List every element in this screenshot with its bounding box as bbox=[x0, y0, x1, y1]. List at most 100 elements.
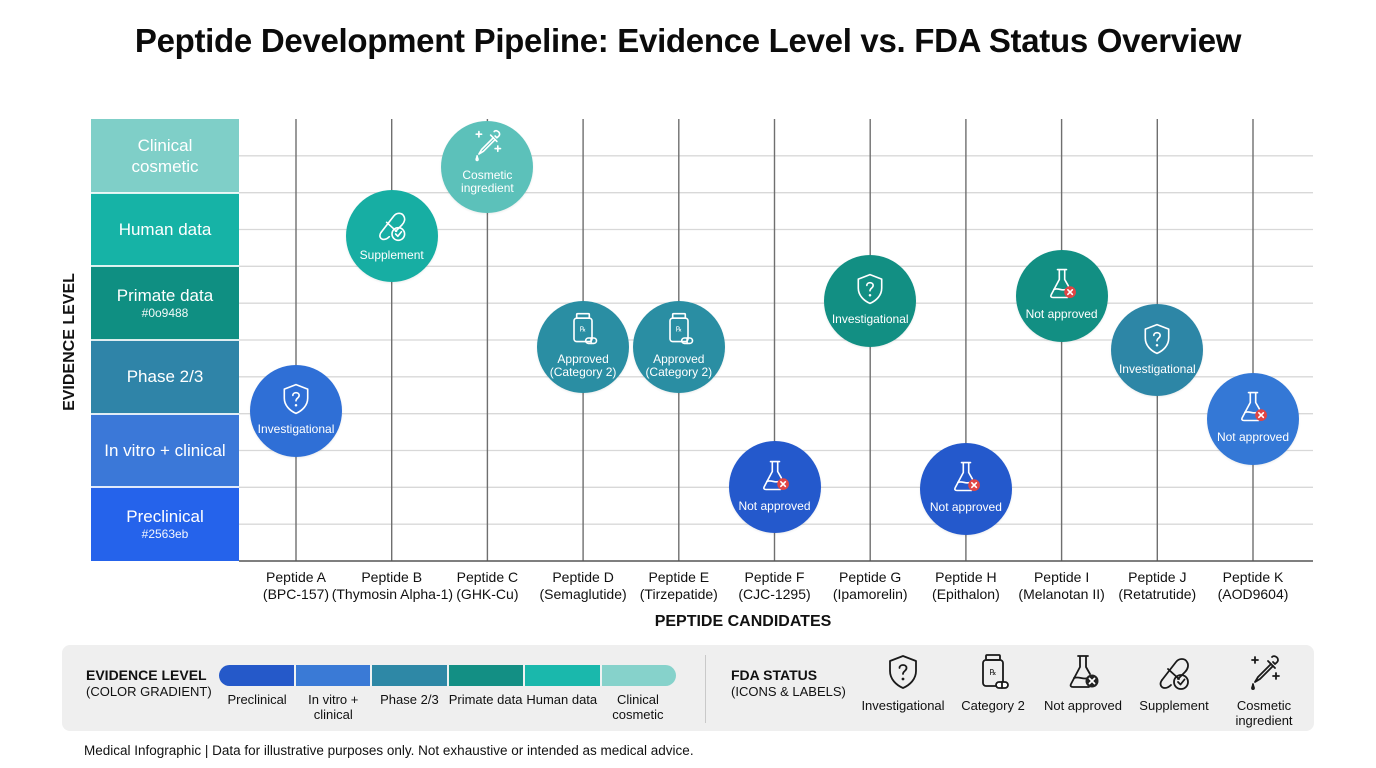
evidence-band-hex: #0o9488 bbox=[141, 306, 189, 321]
peptide-compound: (GHK-Cu) bbox=[456, 586, 519, 602]
evidence-band-in-vitro-clinical: In vitro + clinical bbox=[91, 413, 239, 488]
gradient-label: Phase 2/3 bbox=[380, 692, 439, 707]
svg-text:℞: ℞ bbox=[676, 325, 682, 334]
status-bubble-peptide-c: Cosmetic ingredient bbox=[441, 120, 534, 213]
x-tick-label: Peptide I (Melanotan II) bbox=[1002, 569, 1122, 603]
evidence-band-label: Primate data bbox=[116, 286, 214, 306]
shield-question-icon bbox=[278, 384, 314, 423]
fda-legend-label: Supplement bbox=[1139, 698, 1209, 713]
peptide-name: Peptide C bbox=[456, 569, 519, 585]
fda-legend-subtitle: (ICONS & LABELS) bbox=[731, 684, 846, 699]
band-separator bbox=[91, 265, 239, 268]
band-separator bbox=[91, 191, 239, 194]
capsule-check-icon bbox=[1124, 652, 1224, 692]
status-bubble-peptide-g: Investigational bbox=[824, 254, 917, 347]
status-bubble-peptide-f: Not approved bbox=[728, 441, 821, 534]
band-separator bbox=[91, 486, 239, 489]
gradient-label: Human data bbox=[526, 692, 598, 707]
evidence-legend-subtitle: (COLOR GRADIENT) bbox=[86, 684, 212, 699]
status-bubble-peptide-h: Not approved bbox=[919, 442, 1012, 535]
gradient-label: Primate data bbox=[448, 692, 523, 707]
flask-x-icon bbox=[1235, 392, 1271, 431]
chart-title: Peptide Development Pipeline: Evidence L… bbox=[134, 22, 1242, 59]
evidence-gradient-bar bbox=[219, 665, 676, 686]
status-bubble-label: Investigational bbox=[257, 422, 335, 437]
peptide-compound: (Epithalon) bbox=[932, 586, 1000, 602]
status-bubble-label: Cosmetic ingredient bbox=[461, 167, 514, 195]
status-bubble-peptide-i: Not approved bbox=[1015, 249, 1108, 342]
shield-question-icon bbox=[1139, 323, 1175, 363]
pill-bottle-icon: ℞ bbox=[943, 652, 1043, 692]
status-bubble-label: Not approved bbox=[929, 500, 1002, 515]
x-tick-label: Peptide G (Ipamorelin) bbox=[810, 569, 930, 603]
status-bubble-label: Approved (Category 2) bbox=[645, 352, 713, 380]
fda-legend-title: FDA STATUS bbox=[731, 667, 818, 683]
gradient-segment bbox=[295, 665, 372, 686]
evidence-band-primate-data: Primate data #0o9488 bbox=[91, 266, 239, 340]
evidence-band-label: In vitro + clinical bbox=[104, 440, 226, 460]
peptide-name: Peptide F bbox=[744, 569, 805, 585]
shield-question-icon bbox=[853, 652, 953, 692]
svg-text:℞: ℞ bbox=[580, 325, 586, 334]
fda-legend-label: Not approved bbox=[1043, 698, 1123, 713]
pill-bottle-icon: ℞ bbox=[565, 313, 601, 353]
x-tick-label: Peptide C (GHK-Cu) bbox=[427, 569, 547, 603]
x-tick-label: Peptide D (Semaglutide) bbox=[523, 569, 643, 603]
evidence-band-preclinical: Preclinical #2563eb bbox=[91, 487, 239, 561]
pill-bottle-icon: ℞ bbox=[661, 313, 697, 353]
peptide-compound: (Retatrutide) bbox=[1118, 586, 1197, 602]
status-bubble-label: Not approved bbox=[738, 498, 811, 513]
peptide-name: Peptide K bbox=[1222, 569, 1284, 585]
footer-disclaimer: Medical Infographic | Data for illustrat… bbox=[84, 743, 694, 758]
x-tick-label: Peptide A (BPC-157) bbox=[236, 569, 356, 603]
fda-legend-item: Investigational bbox=[853, 652, 953, 713]
dropper-sparkle-icon bbox=[1214, 652, 1314, 692]
gradient-segment bbox=[448, 665, 525, 686]
svg-text:℞: ℞ bbox=[989, 668, 996, 677]
x-tick-label: Peptide E (Tirzepatide) bbox=[619, 569, 739, 603]
peptide-compound: (Ipamorelin) bbox=[832, 586, 908, 602]
status-bubble-peptide-a: Investigational bbox=[250, 364, 342, 457]
peptide-name: Peptide J bbox=[1128, 569, 1187, 585]
status-bubble-peptide-e: ℞ Approved (Category 2) bbox=[632, 301, 725, 394]
peptide-name: Peptide A bbox=[266, 569, 326, 585]
gradient-segment bbox=[601, 665, 676, 686]
x-tick-label: Peptide F (CJC-1295) bbox=[715, 569, 835, 603]
evidence-band-label: Phase 2/3 bbox=[126, 367, 204, 387]
peptide-name: Peptide G bbox=[839, 569, 902, 585]
fda-legend-item: Not approved bbox=[1033, 652, 1133, 713]
band-separator bbox=[91, 412, 239, 415]
peptide-name: Peptide D bbox=[552, 569, 614, 585]
fda-legend-label: Cosmetic ingredient bbox=[1235, 698, 1293, 728]
dropper-sparkle-icon bbox=[469, 129, 505, 169]
status-bubble-peptide-b: Supplement bbox=[345, 190, 438, 283]
evidence-band-label: Preclinical bbox=[126, 507, 204, 527]
x-tick-label: Peptide H (Epithalon) bbox=[906, 569, 1026, 603]
band-separator bbox=[91, 339, 239, 341]
status-bubble-peptide-j: Investigational bbox=[1111, 304, 1204, 397]
status-bubble-label: Investigational bbox=[1118, 361, 1196, 376]
flask-x-icon bbox=[1033, 652, 1133, 692]
status-bubble-peptide-d: ℞ Approved (Category 2) bbox=[537, 301, 630, 394]
fda-legend-item: Cosmetic ingredient bbox=[1214, 652, 1314, 728]
x-tick-label: Peptide J (Retatrutide) bbox=[1097, 569, 1217, 603]
flask-x-icon bbox=[948, 462, 984, 501]
evidence-band-phase-2-3: Phase 2/3 bbox=[91, 340, 239, 414]
gradient-label: Clinical cosmetic bbox=[612, 692, 664, 722]
fda-legend-item: ℞ Category 2 bbox=[943, 652, 1043, 713]
capsule-check-icon bbox=[374, 211, 410, 249]
gradient-label: Preclinical bbox=[227, 692, 287, 707]
shield-question-icon bbox=[852, 274, 888, 313]
flask-x-icon bbox=[1044, 269, 1080, 308]
fda-legend-label: Investigational bbox=[861, 698, 945, 713]
evidence-band-label: Human data bbox=[118, 219, 212, 239]
gradient-segment bbox=[219, 665, 296, 686]
evidence-band-clinical-cosmetic: Clinical cosmetic bbox=[91, 119, 239, 193]
flask-x-icon bbox=[757, 460, 793, 500]
fda-legend-label: Category 2 bbox=[961, 698, 1025, 713]
fda-legend-item: Supplement bbox=[1124, 652, 1224, 713]
peptide-name: Peptide B bbox=[361, 569, 423, 585]
evidence-band-hex: #2563eb bbox=[141, 527, 189, 542]
evidence-band-human-data: Human data bbox=[91, 192, 239, 267]
status-bubble-label: Investigational bbox=[831, 312, 909, 327]
